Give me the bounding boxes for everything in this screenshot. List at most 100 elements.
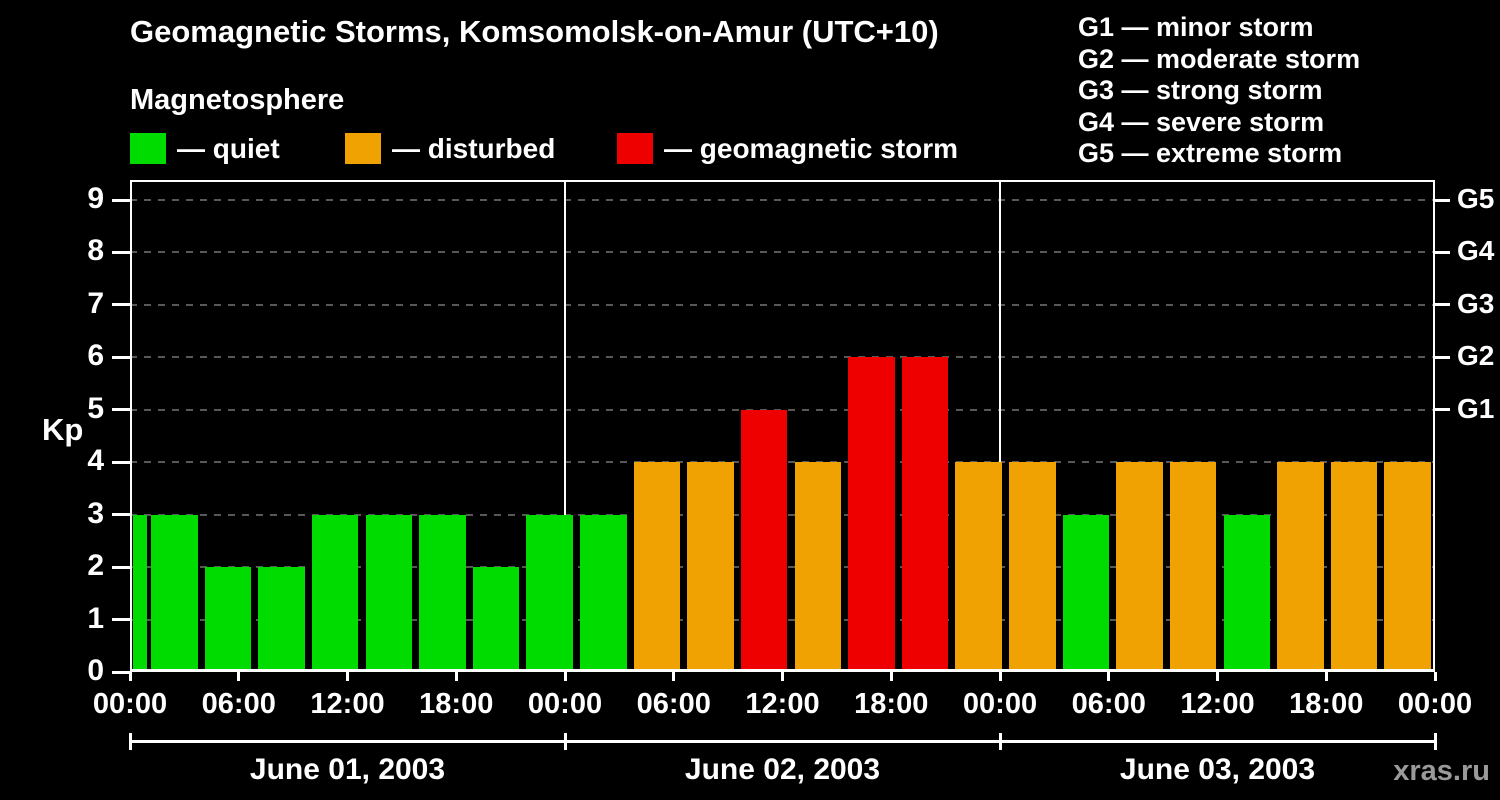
quiet-legend-swatch	[130, 133, 166, 164]
x-axis-tick	[237, 672, 241, 681]
y-axis-label: 0	[87, 654, 104, 687]
y-axis-tick	[112, 513, 130, 517]
x-axis-tick	[346, 672, 349, 681]
gridline-kp-7	[130, 303, 1435, 306]
x-axis-tick	[1216, 672, 1219, 681]
kp-bar	[1277, 462, 1324, 672]
g-scale-axis-label: G4	[1457, 235, 1495, 267]
y-axis-tick	[112, 198, 130, 202]
kp-bar	[633, 462, 681, 672]
x-axis-tick	[454, 672, 458, 681]
y-axis-tick	[112, 408, 130, 412]
date-bracket	[1000, 740, 1435, 743]
x-axis-label: 18:00	[419, 688, 494, 720]
g-scale-legend-item: G1 — minor storm	[1078, 12, 1314, 42]
g-scale-legend-item: G4 — severe storm	[1078, 106, 1325, 137]
x-axis-label: 18:00	[1289, 688, 1364, 720]
chart-title: Geomagnetic Storms, Komsomolsk-on-Amur (…	[130, 14, 939, 49]
kp-bar	[204, 567, 252, 672]
disturbed-legend-label: — disturbed	[392, 133, 556, 164]
y-axis-tick	[112, 303, 130, 307]
x-axis-label: 12:00	[1180, 688, 1255, 720]
gridline-kp-5	[130, 408, 1435, 411]
kp-bar	[1330, 462, 1378, 672]
gridline-kp-8	[130, 251, 1435, 254]
kp-bar	[365, 514, 413, 672]
g-scale-axis-label: G1	[1457, 392, 1495, 424]
kp-bar	[1384, 462, 1431, 672]
g-scale-legend-item: G3 — strong storm	[1078, 75, 1323, 105]
kp-bar	[311, 514, 359, 672]
kp-bar	[794, 462, 842, 672]
x-axis-label: 06:00	[201, 688, 276, 720]
x-axis-tick	[563, 672, 567, 681]
kp-bar	[580, 514, 627, 672]
magnetosphere-label: Magnetosphere	[130, 84, 345, 116]
kp-bar	[1009, 462, 1056, 672]
date-bracket-cap	[1433, 733, 1437, 750]
x-axis-tick	[1107, 672, 1111, 681]
y-axis-label: 7	[87, 286, 104, 320]
right-axis-tick	[1435, 250, 1450, 254]
kp-bar	[472, 567, 520, 672]
date-bracket-cap	[128, 733, 132, 750]
x-axis-label: 06:00	[1071, 688, 1146, 720]
x-axis-label: 00:00	[962, 688, 1038, 720]
g-scale-axis-label: G3	[1457, 287, 1495, 319]
y-axis-label: 4	[87, 444, 104, 478]
kp-bar	[901, 357, 949, 672]
y-axis-label: 8	[87, 234, 104, 268]
date-bracket	[130, 740, 565, 743]
x-axis-tick	[672, 672, 676, 681]
kp-bar	[1062, 514, 1110, 672]
y-axis-label: 5	[87, 391, 104, 425]
gridline-kp-6	[130, 356, 1435, 359]
x-axis-tick	[1433, 672, 1437, 681]
x-axis-label: 00:00	[527, 688, 603, 720]
kp-bar	[419, 514, 466, 672]
gridline-kp-9	[130, 199, 1435, 201]
y-axis-label: 6	[87, 339, 104, 373]
y-axis-label: 1	[87, 601, 104, 635]
y-axis-tick	[112, 250, 130, 254]
x-axis-label: 12:00	[745, 688, 820, 720]
x-axis-label: 12:00	[310, 688, 385, 720]
y-axis-label: 3	[87, 496, 104, 530]
date-bracket-cap	[998, 733, 1002, 750]
g-scale-axis-label: G2	[1457, 340, 1495, 372]
xras-watermark: xras.ru	[1393, 755, 1490, 787]
kp-bar	[848, 357, 895, 672]
x-axis-label: 00:00	[1397, 688, 1473, 720]
date-bracket	[565, 740, 1000, 743]
kp-bar	[955, 462, 1002, 672]
day-boundary-line	[564, 180, 566, 672]
quiet-legend-label: — quiet	[177, 133, 280, 164]
y-axis-label: 9	[87, 182, 104, 215]
x-axis-tick	[781, 672, 784, 681]
right-axis-tick	[1435, 355, 1450, 359]
right-axis-tick	[1435, 303, 1450, 307]
kp-bar	[258, 567, 305, 672]
g-scale-axis-label: G5	[1457, 183, 1495, 214]
right-axis-tick	[1435, 408, 1450, 412]
date-bracket-cap	[563, 733, 567, 750]
y-axis-label: 2	[87, 549, 104, 583]
date-label: June 02, 2003	[684, 753, 881, 786]
x-axis-label: 06:00	[636, 688, 711, 720]
date-label: June 03, 2003	[1119, 753, 1316, 786]
disturbed-legend-swatch	[345, 133, 381, 164]
kp-bar	[1223, 514, 1271, 672]
x-axis-tick	[128, 672, 132, 681]
g-scale-legend-item: G2 — moderate storm	[1078, 43, 1361, 74]
y-axis-tick	[112, 670, 130, 674]
g-scale-legend-item: G5 — extreme storm	[1078, 138, 1343, 168]
kp-bar	[1116, 462, 1163, 672]
storm-legend-label: — geomagnetic storm	[664, 133, 959, 164]
kp-bar	[1169, 462, 1217, 672]
x-axis-tick	[1324, 672, 1328, 681]
x-axis-tick	[998, 672, 1002, 681]
x-axis-label: 00:00	[92, 688, 168, 720]
right-axis-tick	[1435, 198, 1450, 202]
y-axis-title-kp: Kp	[42, 412, 84, 447]
